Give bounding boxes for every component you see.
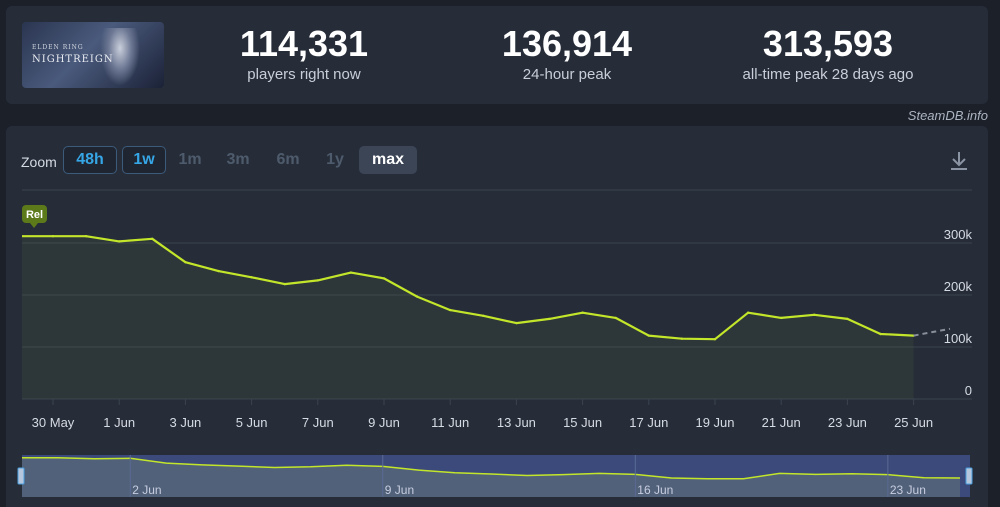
release-badge-pointer xyxy=(30,223,38,228)
navigator[interactable]: 2 Jun 9 Jun 16 Jun 23 Jun xyxy=(17,455,973,497)
data-point xyxy=(482,314,485,317)
stat-24h-peak: 136,914 24-hour peak xyxy=(457,23,677,84)
navigator-window xyxy=(22,455,970,497)
stat-label: 24-hour peak xyxy=(522,66,612,83)
stat-all-time-peak: 313,593 all-time peak 28 days ago xyxy=(718,23,938,84)
x-tick-label: 11 Jun xyxy=(431,415,469,430)
data-point xyxy=(846,317,849,321)
series-line xyxy=(22,235,914,341)
y-axis-labels: 0 100k 200k 300k xyxy=(944,227,973,398)
game-cover-image[interactable]: ELDEN RING NIGHTREIGN xyxy=(22,22,164,88)
zoom-1m-button[interactable]: 1m xyxy=(178,151,202,168)
x-tick-label: 17 Jun xyxy=(629,415,668,430)
data-point xyxy=(515,321,518,325)
x-tick-label: 13 Jun xyxy=(497,415,536,430)
data-point xyxy=(713,338,717,341)
zoom-max-button[interactable]: max xyxy=(359,146,417,174)
data-point xyxy=(382,277,386,280)
zoom-1y-button[interactable]: 1y xyxy=(326,151,344,168)
x-tick-label: 5 Jun xyxy=(236,415,268,430)
steamdb-credit[interactable]: SteamDB.info xyxy=(907,108,988,123)
y-tick-label: 200k xyxy=(944,279,973,294)
data-point xyxy=(283,282,286,286)
data-point xyxy=(118,240,121,243)
navigator-handle-right xyxy=(965,467,973,485)
y-tick-label: 0 xyxy=(965,383,972,398)
x-tick-label: 19 Jun xyxy=(695,415,734,430)
zoom-3m-button[interactable]: 3m xyxy=(226,151,250,168)
release-badge-label: Rel xyxy=(26,209,43,221)
zoom-label: Zoom xyxy=(21,154,57,170)
data-point xyxy=(184,261,187,264)
x-tick-label: 25 Jun xyxy=(894,415,933,430)
stat-label: players right now xyxy=(247,66,361,83)
zoom-1w-button[interactable]: 1w xyxy=(122,146,166,174)
data-point xyxy=(581,311,584,314)
download-icon[interactable] xyxy=(948,150,970,172)
x-tick-label: 7 Jun xyxy=(302,415,334,430)
release-annotation[interactable]: Rel xyxy=(22,205,47,228)
data-point xyxy=(647,334,650,337)
y-tick-label: 100k xyxy=(944,331,973,346)
chart-series xyxy=(22,235,951,399)
data-point xyxy=(316,279,319,282)
projection-line xyxy=(913,327,951,337)
navigator-tick-label: 16 Jun xyxy=(637,483,673,497)
stat-value: 114,331 xyxy=(239,23,369,64)
cover-title-line1: ELDEN RING xyxy=(32,44,84,51)
data-point xyxy=(449,308,452,312)
data-point xyxy=(349,271,353,274)
x-tick-label: 1 Jun xyxy=(103,415,135,430)
data-point xyxy=(51,235,55,238)
x-tick-label: 15 Jun xyxy=(563,415,602,430)
x-axis-labels: 30 May 1 Jun 3 Jun 5 Jun 7 Jun 9 Jun 11 Jun 13 … xyxy=(32,399,933,430)
data-point xyxy=(780,316,783,320)
data-point xyxy=(250,276,253,279)
release-badge xyxy=(22,205,47,223)
data-point xyxy=(879,332,882,336)
navigator-line xyxy=(22,456,961,480)
data-point xyxy=(614,316,617,320)
data-point xyxy=(217,269,220,273)
data-point xyxy=(548,317,551,321)
stats-bar: ELDEN RING NIGHTREIGN 114,331 players ri… xyxy=(6,6,988,104)
x-tick-label: 3 Jun xyxy=(169,415,201,430)
x-tick-label: 30 May xyxy=(32,415,75,430)
y-tick-label: 300k xyxy=(944,227,973,242)
stat-value: 136,914 xyxy=(501,23,633,64)
cover-title-line2: NIGHTREIGN xyxy=(32,54,114,65)
stat-label: all-time peak 28 days ago xyxy=(742,66,914,83)
x-tick-label: 21 Jun xyxy=(762,415,801,430)
chart-grid xyxy=(22,189,972,400)
navigator-tick-label: 2 Jun xyxy=(132,483,161,497)
stat-value: 313,593 xyxy=(762,23,894,64)
navigator-handle-left xyxy=(17,467,25,485)
zoom-48h-button[interactable]: 48h xyxy=(63,146,117,174)
navigator-tick-label: 23 Jun xyxy=(890,483,926,497)
stat-players-now: 114,331 players right now xyxy=(194,23,414,84)
data-point xyxy=(415,295,419,298)
zoom-6m-button[interactable]: 6m xyxy=(276,151,300,168)
cover-figure xyxy=(100,28,140,86)
data-point xyxy=(84,235,88,238)
navigator-tick-label: 9 Jun xyxy=(385,483,414,497)
x-tick-label: 9 Jun xyxy=(368,415,400,430)
data-point xyxy=(813,313,816,316)
x-tick-label: 23 Jun xyxy=(828,415,867,430)
data-point xyxy=(680,337,684,340)
data-point xyxy=(746,311,750,314)
data-point xyxy=(151,237,154,240)
